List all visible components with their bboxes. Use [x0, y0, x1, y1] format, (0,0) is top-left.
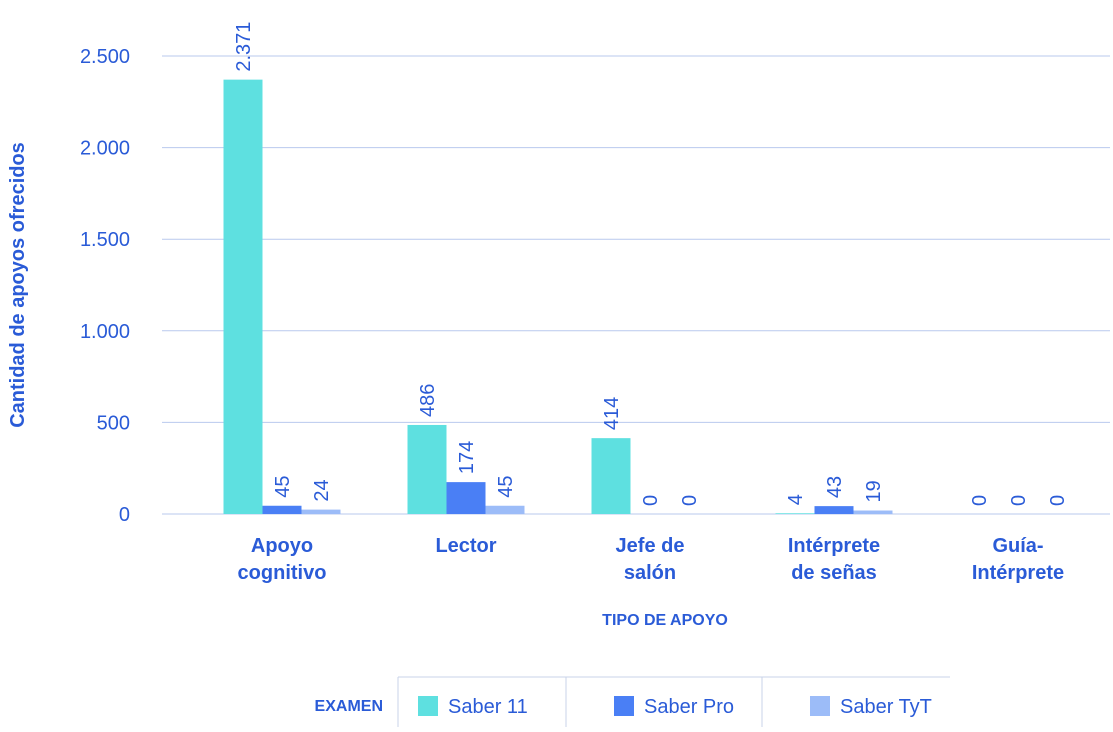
legend-swatch — [810, 696, 830, 716]
value-label: 0 — [1047, 495, 1069, 506]
y-tick-label: 500 — [97, 412, 130, 434]
bar — [591, 438, 631, 514]
bar — [853, 510, 893, 514]
y-tick-label: 2.500 — [80, 46, 130, 68]
legend-swatch — [418, 696, 438, 716]
bar — [485, 505, 525, 514]
legend-title: EXAMEN — [315, 698, 383, 715]
x-tick-label: Intérprete — [972, 562, 1064, 584]
bar — [407, 424, 447, 514]
value-label: 45 — [272, 476, 294, 498]
bar — [223, 79, 263, 514]
x-tick-label: Apoyo — [251, 535, 313, 557]
x-axis-label: TIPO DE APOYO — [602, 612, 728, 629]
value-label: 19 — [863, 480, 885, 502]
value-label: 45 — [495, 476, 517, 498]
value-label: 43 — [824, 476, 846, 498]
bar — [262, 505, 302, 514]
legend-label: Saber 11 — [448, 696, 528, 718]
value-label: 2.371 — [233, 22, 255, 72]
x-tick-label: de señas — [791, 562, 877, 584]
x-tick-label: salón — [624, 562, 676, 584]
x-tick-label: Intérprete — [788, 535, 880, 557]
y-tick-label: 1.000 — [80, 321, 130, 343]
x-tick-label: Lector — [435, 535, 496, 557]
bar — [446, 482, 486, 514]
bar — [301, 509, 341, 514]
legend-swatch — [614, 696, 634, 716]
legend-label: Saber TyT — [840, 696, 932, 718]
value-label: 0 — [1008, 495, 1030, 506]
y-tick-label: 1.500 — [80, 229, 130, 251]
value-label: 24 — [311, 479, 333, 501]
x-tick-label: cognitivo — [238, 562, 327, 584]
value-label: 4 — [785, 494, 807, 505]
legend-label: Saber Pro — [644, 696, 734, 718]
value-label: 486 — [417, 384, 439, 417]
y-tick-label: 2.000 — [80, 138, 130, 160]
bar — [814, 506, 854, 514]
bar — [775, 513, 815, 514]
value-label: 0 — [969, 495, 991, 506]
value-label: 0 — [640, 495, 662, 506]
x-tick-label: Guía- — [992, 535, 1043, 557]
x-tick-label: Jefe de — [616, 535, 685, 557]
y-axis-label: Cantidad de apoyos ofrecidos — [7, 142, 29, 428]
value-label: 414 — [601, 397, 623, 430]
y-tick-label: 0 — [119, 504, 130, 526]
value-label: 174 — [456, 441, 478, 474]
value-label: 0 — [679, 495, 701, 506]
